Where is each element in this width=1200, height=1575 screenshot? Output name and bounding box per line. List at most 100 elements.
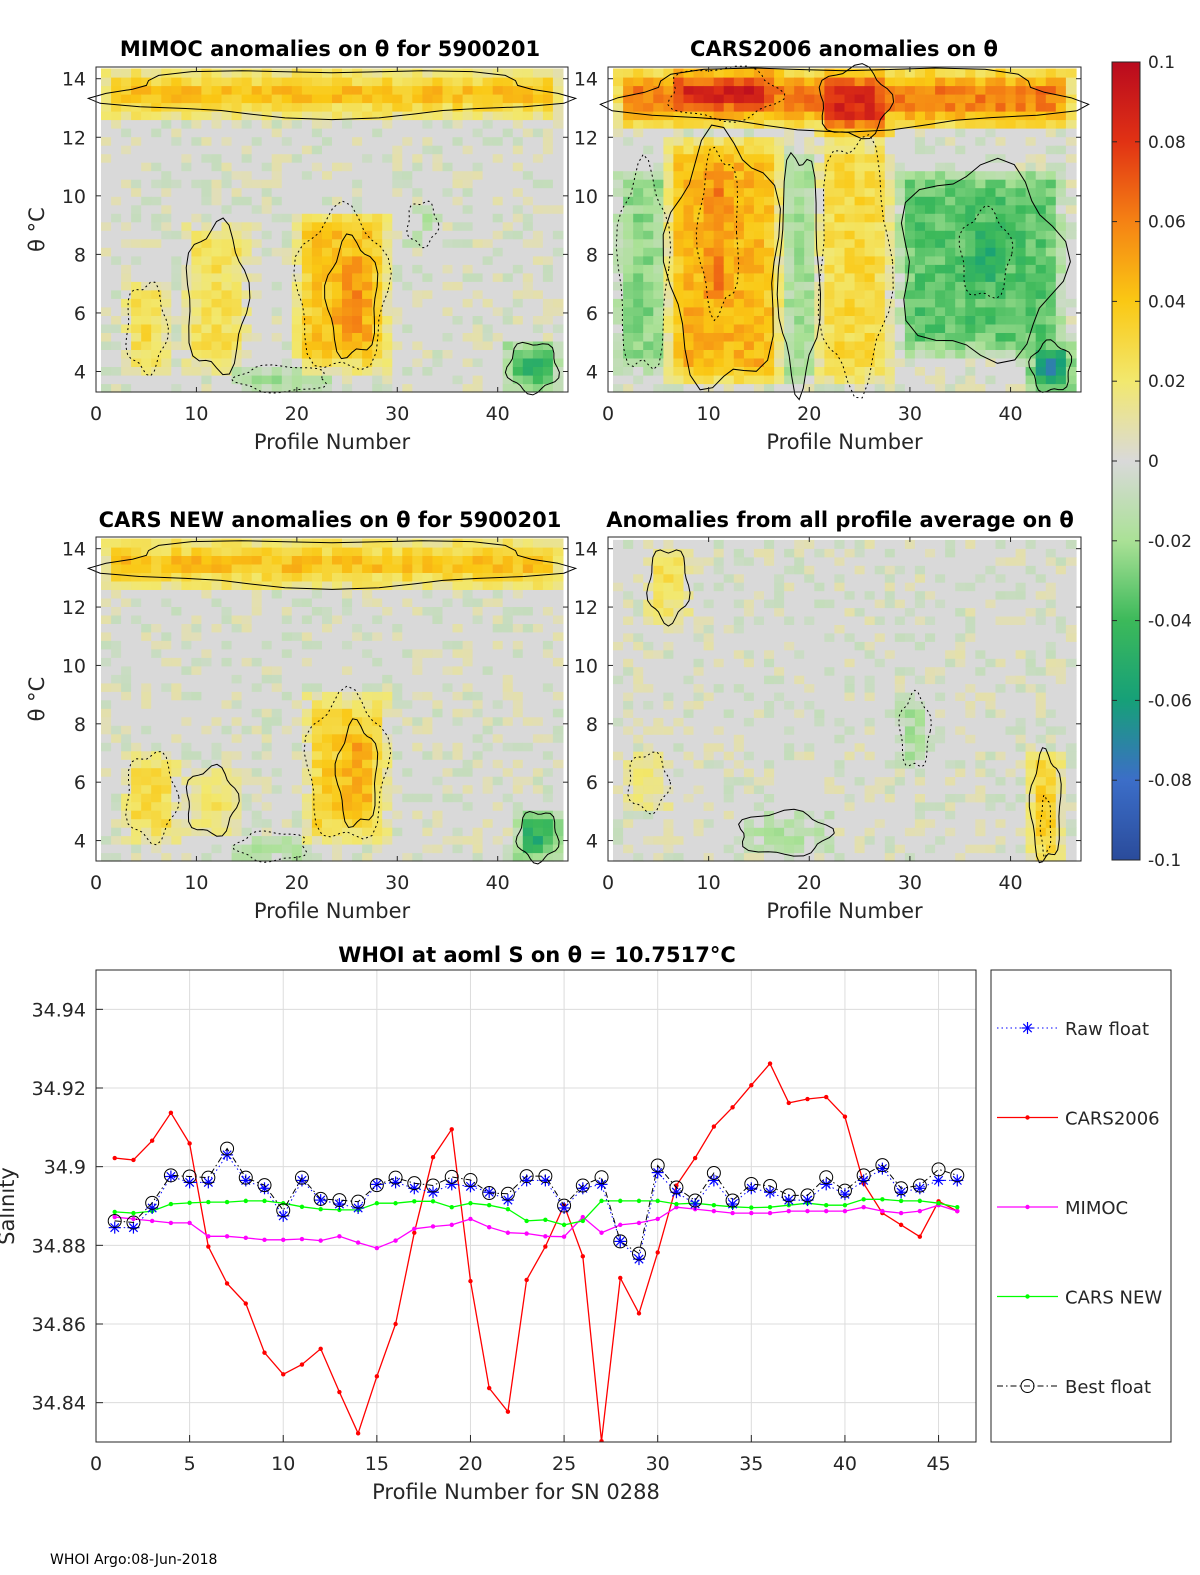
heatmap-cell bbox=[322, 366, 333, 376]
heatmap-cell bbox=[201, 272, 212, 282]
heatmap-cell bbox=[392, 606, 403, 616]
heatmap-cell bbox=[804, 213, 815, 223]
heatmap-cell bbox=[281, 298, 293, 308]
heatmap-cell bbox=[422, 221, 433, 231]
heatmap-cell bbox=[352, 298, 363, 308]
heatmap-cell bbox=[713, 247, 725, 257]
heatmap-cell bbox=[1045, 340, 1057, 350]
heatmap-cell bbox=[1035, 196, 1047, 206]
heatmap-cell bbox=[623, 68, 634, 78]
heatmap-cell bbox=[774, 332, 785, 342]
heatmap-cell bbox=[452, 281, 464, 291]
heatmap-cell bbox=[914, 247, 926, 257]
heatmap-cell bbox=[151, 597, 162, 607]
heatmap-cell bbox=[322, 102, 333, 112]
heatmap-cell bbox=[301, 742, 313, 752]
heatmap-cell bbox=[965, 136, 976, 146]
heatmap-cell bbox=[352, 119, 363, 129]
heatmap-cell bbox=[653, 255, 664, 265]
heatmap-cell bbox=[251, 306, 263, 316]
heatmap-cell bbox=[372, 383, 383, 393]
heatmap-cell bbox=[362, 187, 373, 197]
heatmap-cell bbox=[532, 213, 544, 223]
heatmap-cell bbox=[442, 640, 454, 650]
heatmap-cell bbox=[402, 255, 413, 265]
heatmap-cell bbox=[794, 323, 805, 333]
heatmap-cell bbox=[241, 691, 253, 701]
heatmap-cell bbox=[311, 85, 323, 95]
heatmap-cell bbox=[382, 111, 393, 121]
heatmap-cell bbox=[764, 323, 775, 333]
heatmap-cell bbox=[462, 306, 474, 316]
heatmap-cell bbox=[131, 759, 142, 769]
heatmap-cell bbox=[432, 119, 443, 129]
heatmap-cell bbox=[151, 68, 162, 78]
heatmap-cell bbox=[402, 323, 413, 333]
heatmap-cell bbox=[181, 349, 192, 359]
heatmap-cell bbox=[211, 77, 223, 87]
heatmap-cell bbox=[121, 776, 132, 786]
heatmap-cell bbox=[231, 213, 243, 223]
heatmap-cell bbox=[322, 247, 333, 257]
heatmap-cell bbox=[522, 196, 534, 206]
heatmap-cell bbox=[894, 332, 906, 342]
heatmap-cell bbox=[342, 375, 353, 385]
heatmap-cell bbox=[804, 298, 815, 308]
heatmap-cell bbox=[733, 298, 745, 308]
heatmap-cell bbox=[171, 136, 182, 146]
y-tick-label: 14 bbox=[574, 69, 598, 91]
heatmap-cell bbox=[884, 315, 896, 325]
heatmap-cell bbox=[281, 179, 293, 189]
heatmap-cell bbox=[1045, 255, 1057, 265]
heatmap-cell bbox=[251, 255, 263, 265]
heatmap-cell bbox=[412, 835, 423, 845]
heatmap-cell bbox=[552, 272, 564, 282]
contour-line bbox=[667, 65, 786, 123]
heatmap-cell bbox=[221, 631, 233, 641]
heatmap-cell bbox=[1015, 136, 1027, 146]
heatmap-cell bbox=[322, 784, 333, 794]
heatmap-cell bbox=[392, 179, 403, 189]
heatmap-cell bbox=[985, 170, 997, 180]
heatmap-cell bbox=[432, 77, 443, 87]
heatmap-cell bbox=[733, 128, 745, 138]
heatmap-cell bbox=[935, 196, 946, 206]
heatmap-cell bbox=[743, 94, 755, 104]
heatmap-cell bbox=[633, 187, 644, 197]
heatmap-cell bbox=[482, 272, 494, 282]
heatmap-cell bbox=[201, 546, 212, 556]
heatmap-cell bbox=[121, 801, 132, 811]
heatmap-cell bbox=[512, 196, 524, 206]
heatmap-cell bbox=[1035, 111, 1047, 121]
heatmap-cell bbox=[412, 555, 423, 565]
heatmap-cell bbox=[291, 187, 303, 197]
heatmap-cell bbox=[412, 187, 423, 197]
heatmap-cell bbox=[291, 784, 303, 794]
x-tick-label: 10 bbox=[697, 403, 721, 425]
heatmap-cell bbox=[854, 340, 866, 350]
heatmap-cell bbox=[945, 230, 956, 240]
heatmap-cell bbox=[442, 555, 454, 565]
heatmap-cell bbox=[332, 793, 343, 803]
heatmap-cell bbox=[854, 306, 866, 316]
heatmap-cell bbox=[241, 733, 253, 743]
heatmap-cell bbox=[432, 563, 443, 573]
heatmap-cell bbox=[151, 128, 162, 138]
heatmap-cell bbox=[372, 85, 383, 95]
heatmap-cell bbox=[211, 315, 223, 325]
heatmap-cell bbox=[713, 68, 725, 78]
heatmap-cell bbox=[743, 68, 755, 78]
heatmap-cell bbox=[311, 818, 323, 828]
heatmap-cell bbox=[412, 631, 423, 641]
heatmap-cell bbox=[201, 733, 212, 743]
heatmap-cell bbox=[392, 614, 403, 624]
heatmap-cell bbox=[462, 145, 474, 155]
heatmap-cell bbox=[1035, 323, 1047, 333]
heatmap-cell bbox=[261, 742, 273, 752]
heatmap-cell bbox=[291, 597, 303, 607]
heatmap-cell bbox=[452, 85, 464, 95]
heatmap-cell bbox=[402, 272, 413, 282]
heatmap-cell bbox=[342, 665, 353, 675]
heatmap-cell bbox=[231, 606, 243, 616]
heatmap-cell bbox=[402, 852, 413, 862]
